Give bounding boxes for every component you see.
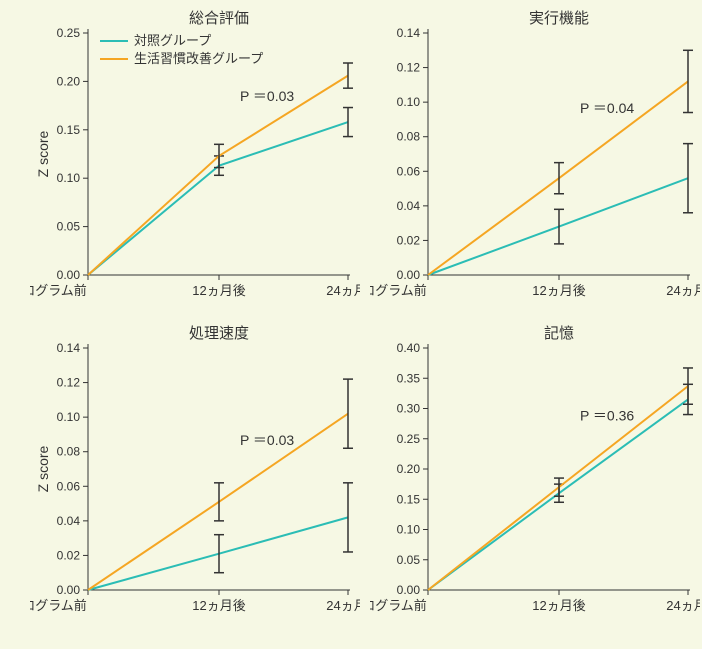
y-tick-label: 0.00 — [397, 583, 421, 597]
y-tick-label: 0.00 — [397, 268, 421, 282]
x-tick-label: プログラム前 — [370, 598, 427, 613]
error-bar-control — [554, 209, 564, 244]
y-tick-label: 0.30 — [397, 402, 421, 416]
panel-title: 処理速度 — [189, 325, 249, 342]
p-value-label: P ＝0.03 — [240, 88, 294, 104]
x-tick-label: 12ヵ月後 — [532, 598, 585, 613]
x-tick-label: 12ヵ月後 — [192, 283, 245, 298]
x-tick-label: 24ヵ月後 — [326, 283, 360, 298]
y-tick-label: 0.05 — [57, 220, 81, 234]
error-bar-intervention — [683, 50, 693, 112]
series-intervention — [428, 386, 688, 590]
y-tick-label: 0.10 — [57, 410, 81, 424]
y-tick-label: 0.04 — [57, 514, 81, 528]
y-axis-label: Z score — [35, 445, 51, 492]
y-tick-label: 0.02 — [57, 548, 81, 562]
y-tick-label: 0.00 — [57, 268, 81, 282]
y-tick-label: 0.04 — [397, 199, 421, 213]
y-tick-label: 0.35 — [397, 371, 421, 385]
error-bar-control — [343, 108, 353, 137]
x-tick-label: プログラム前 — [30, 283, 87, 298]
y-tick-label: 0.25 — [397, 432, 421, 446]
series-intervention — [428, 81, 688, 275]
y-tick-label: 0.02 — [397, 233, 421, 247]
x-tick-label: プログラム前 — [370, 283, 427, 298]
panel-overall: 総合評価 0.00 0.05 0.10 0.15 0.20 0.25 プログラム前 12ヵ月後 2… — [30, 5, 360, 305]
x-tick-label: 12ヵ月後 — [192, 598, 245, 613]
series-intervention — [88, 414, 348, 590]
error-bar-intervention — [214, 483, 224, 521]
y-tick-label: 0.20 — [397, 462, 421, 476]
x-tick-label: 24ヵ月後 — [666, 598, 700, 613]
error-bar-intervention — [554, 163, 564, 194]
y-tick-label: 0.15 — [57, 123, 81, 137]
y-tick-label: 0.25 — [57, 26, 81, 40]
y-tick-label: 0.06 — [57, 479, 81, 493]
error-bar-intervention — [343, 63, 353, 88]
y-tick-label: 0.14 — [57, 341, 81, 355]
error-bar-intervention — [683, 368, 693, 404]
chart-grid: 総合評価 0.00 0.05 0.10 0.15 0.20 0.25 プログラム前 12ヵ月後 2… — [0, 0, 702, 649]
legend-intervention-label: 生活習慣改善グループ — [134, 51, 263, 66]
panel-title: 記憶 — [544, 325, 574, 342]
error-bar-control — [683, 144, 693, 213]
y-tick-label: 0.15 — [397, 492, 421, 506]
y-tick-label: 0.06 — [397, 164, 421, 178]
series-control — [428, 178, 688, 275]
error-bar-intervention — [554, 478, 564, 496]
y-tick-label: 0.12 — [397, 61, 421, 75]
y-tick-label: 0.12 — [57, 376, 81, 390]
x-tick-label: 24ヵ月後 — [666, 283, 700, 298]
y-tick-label: 0.00 — [57, 583, 81, 597]
panel-executive: 実行機能 0.00 0.02 0.04 0.06 0.08 0.10 0.12 0.14 プログラ… — [370, 5, 700, 305]
y-tick-label: 0.40 — [397, 341, 421, 355]
panel-title: 総合評価 — [189, 10, 249, 27]
x-tick-label: 24ヵ月後 — [326, 598, 360, 613]
y-tick-label: 0.08 — [397, 130, 421, 144]
y-tick-label: 0.10 — [57, 171, 81, 185]
y-tick-label: 0.08 — [57, 445, 81, 459]
p-value-label: P ＝0.36 — [580, 408, 634, 424]
legend-control-label: 対照グループ — [134, 33, 211, 48]
y-tick-label: 0.14 — [397, 26, 421, 40]
p-value-label: P ＝0.03 — [240, 432, 294, 448]
series-control — [88, 517, 348, 590]
panel-title: 実行機能 — [529, 10, 589, 27]
y-tick-label: 0.10 — [397, 523, 421, 537]
x-tick-label: 12ヵ月後 — [532, 283, 585, 298]
x-tick-label: プログラム前 — [30, 598, 87, 613]
y-tick-label: 0.10 — [397, 95, 421, 109]
error-bar-intervention — [343, 379, 353, 448]
y-axis-label: Z score — [35, 130, 51, 177]
panel-memory: 記憶 0.00 0.05 0.10 0.15 0.20 0.25 0.30 0.35 0.40 プロ… — [370, 320, 700, 620]
y-tick-label: 0.05 — [397, 553, 421, 567]
series-control — [428, 399, 688, 590]
p-value-label: P ＝0.04 — [580, 100, 634, 116]
panel-speed: 処理速度 0.00 0.02 0.04 0.06 0.08 0.10 0.12 0.14 プログラ… — [30, 320, 360, 620]
y-tick-label: 0.20 — [57, 74, 81, 88]
legend: 対照グループ生活習慣改善グループ — [100, 33, 263, 66]
